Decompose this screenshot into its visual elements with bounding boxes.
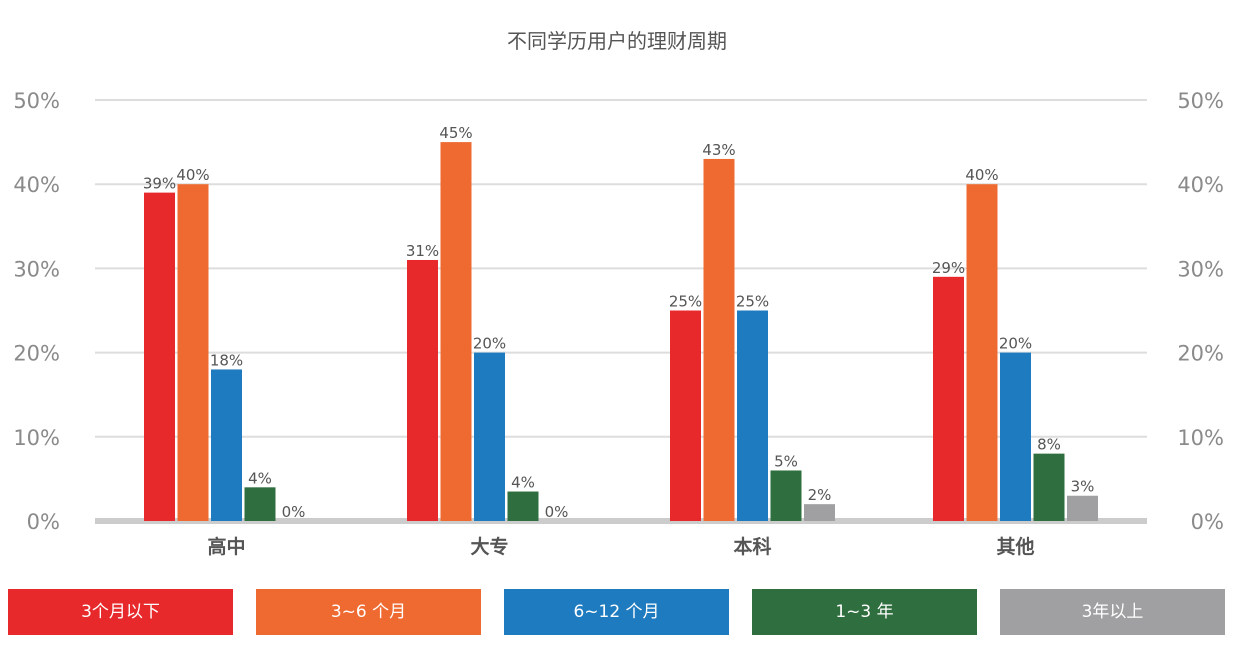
bar-value-label: 3% (1071, 478, 1095, 496)
legend: 3个月以下 3~6 个月 6~12 个月 1~3 年 3年以上 (0, 589, 1235, 635)
bar (670, 310, 701, 521)
bar (507, 491, 539, 521)
left-axis: 0% 10% 20% 30% 40% 50% (13, 89, 60, 534)
bar-value-label: 40% (965, 166, 998, 184)
bar-value-label: 25% (669, 293, 702, 311)
bar (177, 184, 209, 521)
bar-value-label: 4% (248, 469, 272, 487)
bar (474, 352, 505, 521)
bar-value-label: 39% (143, 175, 176, 193)
bar (144, 192, 175, 521)
x-axis-baseline (95, 518, 1147, 524)
bar-value-label: 5% (774, 452, 798, 470)
bar-value-label: 45% (439, 124, 472, 142)
bar (966, 184, 998, 521)
bar (211, 369, 242, 521)
category-labels: 高中 大专 本科 其他 (207, 535, 1034, 558)
category-label: 高中 (207, 535, 245, 558)
y-tick-label-left: 40% (13, 173, 60, 197)
bar-value-label: 8% (1037, 436, 1061, 454)
bar-value-label: 43% (702, 141, 735, 159)
y-tick-label-right: 20% (1177, 342, 1224, 366)
y-tick-label-right: 0% (1191, 510, 1224, 534)
y-tick-label-left: 30% (13, 257, 60, 281)
bar (804, 504, 835, 521)
bar-value-label: 2% (808, 486, 832, 504)
bar (770, 470, 802, 521)
y-tick-label-right: 10% (1177, 426, 1224, 450)
bar-value-label: 0% (545, 503, 569, 521)
bar-value-label: 40% (176, 166, 209, 184)
bar-value-label: 20% (999, 335, 1032, 353)
bars (144, 142, 1098, 521)
bar (703, 158, 735, 521)
bar (244, 487, 276, 521)
bar-value-label: 31% (406, 242, 439, 260)
y-tick-label-left: 20% (13, 342, 60, 366)
y-tick-label-right: 50% (1177, 89, 1224, 113)
legend-item: 1~3 年 (752, 589, 977, 635)
bar (440, 142, 472, 521)
category-label: 大专 (470, 535, 508, 558)
category-label: 其他 (996, 535, 1034, 558)
right-axis: 0% 10% 20% 30% 40% 50% (1177, 89, 1224, 534)
y-tick-label-left: 0% (27, 510, 60, 534)
bar-value-label: 20% (473, 335, 506, 353)
bar-value-label: 0% (282, 503, 306, 521)
legend-item: 6~12 个月 (504, 589, 729, 635)
legend-item: 3年以上 (1000, 589, 1225, 635)
y-tick-label-left: 50% (13, 89, 60, 113)
bar (1033, 453, 1065, 521)
legend-item: 3个月以下 (8, 589, 233, 635)
category-label: 本科 (733, 535, 771, 558)
chart-title: 不同学历用户的理财周期 (507, 29, 727, 53)
bar (1000, 352, 1031, 521)
bar-value-label: 4% (511, 474, 535, 492)
bar (737, 310, 768, 521)
y-tick-label-left: 10% (13, 426, 60, 450)
bar-value-label: 18% (210, 351, 243, 369)
legend-item: 3~6 个月 (256, 589, 481, 635)
bar-value-label: 25% (736, 293, 769, 311)
bar (1067, 495, 1098, 521)
bar-labels: 39% 40%18%4%0%31%45%20%4%0%25%43%25%5%2%2… (143, 124, 1095, 521)
bar-value-label: 29% (932, 259, 965, 277)
y-tick-label-right: 40% (1177, 173, 1224, 197)
y-tick-label-right: 30% (1177, 257, 1224, 281)
bar (933, 276, 964, 521)
bar (407, 259, 438, 521)
